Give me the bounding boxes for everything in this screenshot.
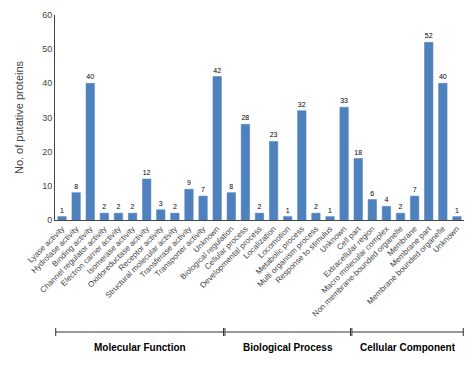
svg-text:Hydrolase activity: Hydrolase activity [30,224,81,275]
svg-text:Oxidoreductase activity: Oxidoreductase activity [86,224,151,289]
svg-text:2: 2 [399,203,403,210]
svg-text:Unknown: Unknown [318,224,348,254]
svg-text:Transporter activity: Transporter activity [153,224,207,278]
svg-text:6: 6 [370,190,374,197]
svg-text:4: 4 [384,196,388,203]
svg-text:Molecular Function: Molecular Function [94,342,186,353]
svg-text:1: 1 [328,207,332,214]
svg-text:Membrane: Membrane [385,224,419,258]
svg-text:Transferase activity: Transferase activity [138,224,193,279]
svg-text:Receptor activity: Receptor activity [117,224,165,272]
svg-text:28: 28 [241,114,249,121]
svg-text:2: 2 [173,203,177,210]
svg-text:2: 2 [258,203,262,210]
svg-text:Metabolic process: Metabolic process [254,224,306,276]
svg-text:Developmental process: Developmental process [198,224,263,289]
svg-text:7: 7 [201,186,205,193]
svg-text:Non membrane-bounded organelle: Non membrane-bounded organelle [311,224,405,318]
svg-text:Unknown: Unknown [191,224,221,254]
svg-text:42: 42 [213,67,221,74]
svg-text:1: 1 [455,207,459,214]
svg-text:2: 2 [102,203,106,210]
svg-text:40: 40 [42,78,52,88]
svg-text:Lyase activity: Lyase activity [26,224,66,264]
svg-text:Biological Process: Biological Process [243,342,333,353]
svg-text:30: 30 [42,113,52,123]
svg-text:40: 40 [86,73,94,80]
svg-text:Cellular process: Cellular process [203,224,250,271]
svg-text:Membrane bounded organelle: Membrane bounded organelle [365,224,447,306]
svg-text:0: 0 [47,215,52,225]
svg-text:60: 60 [42,10,52,20]
svg-text:Cellular Component: Cellular Component [360,342,456,353]
svg-text:20: 20 [42,147,52,157]
svg-text:Structural molecular activity: Structural molecular activity [104,224,180,300]
svg-text:32: 32 [298,101,306,108]
svg-text:3: 3 [159,200,163,207]
svg-text:Cell part: Cell part [335,224,363,252]
svg-text:23: 23 [270,131,278,138]
svg-text:Unknown: Unknown [431,224,461,254]
svg-text:Isomerase activity: Isomerase activity [85,224,137,276]
svg-text:Macro molecular complex: Macro molecular complex [320,224,391,295]
svg-text:Channel regulator activity: Channel regulator activity [38,224,108,294]
svg-text:1: 1 [286,207,290,214]
svg-text:Membrane part: Membrane part [388,224,433,269]
svg-text:18: 18 [354,149,362,156]
svg-text:2: 2 [314,203,318,210]
svg-text:Biological regulation: Biological regulation [179,224,236,281]
svg-text:Extracellular region: Extracellular region [322,224,377,279]
svg-text:Localization: Localization [242,224,278,260]
svg-text:12: 12 [143,169,151,176]
svg-text:Binding activity: Binding activity [50,224,94,268]
svg-text:52: 52 [425,32,433,39]
svg-text:10: 10 [42,181,52,191]
svg-text:9: 9 [187,179,191,186]
svg-text:7: 7 [413,186,417,193]
svg-text:33: 33 [340,97,348,104]
svg-text:Multi organism process: Multi organism process [256,224,321,289]
svg-text:1: 1 [60,207,64,214]
svg-text:8: 8 [229,183,233,190]
svg-text:2: 2 [116,203,120,210]
svg-text:50: 50 [42,44,52,54]
svg-text:2: 2 [131,203,135,210]
svg-text:40: 40 [439,73,447,80]
svg-text:Response to stimulus: Response to stimulus [274,224,334,284]
svg-text:8: 8 [74,183,78,190]
svg-text:No. of putative proteins: No. of putative proteins [13,60,25,174]
svg-text:Electron carrier activity: Electron carrier activity [59,224,123,288]
svg-text:Locomotion: Locomotion [256,224,292,260]
